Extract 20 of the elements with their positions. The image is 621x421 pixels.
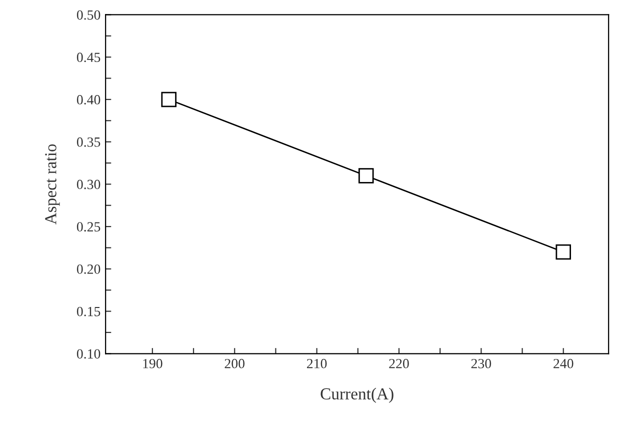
y-tick-label: 0.15 bbox=[76, 306, 100, 316]
y-tick-label: 0.40 bbox=[76, 95, 100, 104]
point bbox=[161, 92, 176, 108]
point bbox=[358, 168, 374, 184]
y-tick-label: 0.20 bbox=[76, 264, 100, 274]
y-tick-label: 0.10 bbox=[76, 349, 100, 359]
y-tick-label: 0.25 bbox=[76, 222, 100, 232]
x-tick-label: 190 bbox=[143, 358, 162, 368]
x-tick-label: 240 bbox=[554, 358, 574, 368]
x-tick-label: 230 bbox=[471, 358, 492, 368]
y-axis-title: Aspect ratio bbox=[45, 144, 60, 225]
y-tick-label: 0.30 bbox=[76, 180, 100, 190]
x-tick-label: 200 bbox=[224, 358, 244, 368]
x-axis-title: Current(A) bbox=[320, 388, 394, 403]
point bbox=[556, 244, 572, 260]
x-tick-label: 220 bbox=[389, 358, 409, 368]
y-tick-label: 0.50 bbox=[76, 10, 100, 20]
y-tick-label: 0.45 bbox=[76, 52, 100, 62]
x-tick-label: 210 bbox=[306, 358, 327, 368]
y-tick-label: 0.35 bbox=[76, 137, 100, 147]
